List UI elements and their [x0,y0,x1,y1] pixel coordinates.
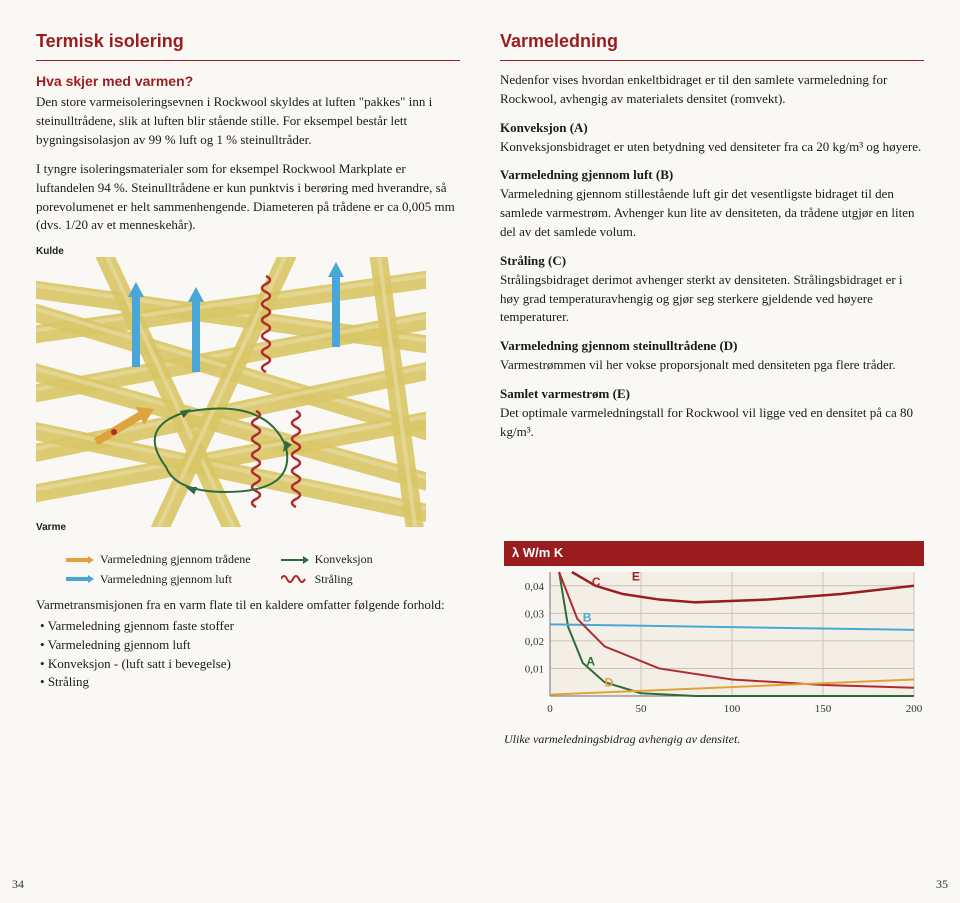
fiber-diagram: Kulde Varme [36,245,426,535]
paragraph: Stråling (C)Strålingsbidraget derimot av… [500,252,924,327]
svg-text:0,01: 0,01 [525,664,544,676]
list-item: Varmeledning gjennom luft [40,636,464,655]
right-column: Varmeledning Nedenfor vises hvordan enke… [500,28,924,535]
sub-title: Hva skjer med varmen? [36,71,460,91]
svg-text:A: A [586,655,595,669]
svg-text:0,02: 0,02 [525,636,544,648]
legend-label: Varmeledning gjennom trådene [100,551,251,568]
svg-text:100: 100 [724,703,741,715]
list-item: Varmeledning gjennom faste stoffer [40,617,464,636]
paragraph: Konveksjon (A)Konveksjonsbidraget er ute… [500,119,924,157]
svg-text:D: D [605,675,614,689]
list-item: Stråling [40,673,464,692]
chart-caption: Ulike varmeledningsbidrag avhengig av de… [504,731,924,748]
rule [36,60,460,61]
chart-title-bar: λ W/m K [504,541,924,566]
arrow-blue-icon [66,575,94,583]
diagram-legend: Varmeledning gjennom trådene Varmelednin… [66,551,464,588]
label-varme: Varme [36,521,66,536]
lambda-chart: λ W/m K 0,04 0,03 0,02 0,01 0 50 100 150 200 A B C D… [504,541,924,748]
svg-text:0,04: 0,04 [525,581,545,593]
list-item: Konveksjon - (luft satt i bevegelse) [40,655,464,674]
bullet-list: Varmeledning gjennom faste stofferVarmel… [36,617,464,692]
paragraph: Varmeledning gjennom luft (B)Varmelednin… [500,166,924,241]
page-number-left: 34 [12,876,24,893]
wave-red-icon [281,573,309,585]
intro-paragraph: Nedenfor vises hvordan enkeltbidraget er… [500,71,924,109]
svg-text:150: 150 [815,703,832,715]
arrow-orange-icon [66,556,94,564]
paragraph: Varmeledning gjennom steinulltrådene (D)… [500,337,924,375]
legend-label: Stråling [315,571,353,588]
legend-label: Konveksjon [315,551,373,568]
arrow-green-icon [281,556,309,564]
svg-text:200: 200 [906,703,923,715]
svg-text:0,03: 0,03 [525,608,545,620]
svg-text:B: B [583,611,592,625]
right-title: Varmeledning [500,28,924,54]
paragraph: I tyngre isoleringsmaterialer som for ek… [36,160,460,235]
legend-item: Varmeledning gjennom trådene [66,551,251,568]
legend-item: Konveksjon [281,551,373,568]
legend-item: Stråling [281,571,373,588]
main-title: Termisk isolering [36,28,460,54]
legend-label: Varmeledning gjennom luft [100,571,232,588]
rule [500,60,924,61]
legend-item: Varmeledning gjennom luft [66,571,251,588]
bottom-intro: Varmetransmisjonen fra en varm flate til… [36,596,464,615]
paragraph: Den store varmeisoleringsevnen i Rockwoo… [36,93,460,150]
paragraph: Samlet varmestrøm (E)Det optimale varmel… [500,385,924,442]
page-number-right: 35 [936,876,948,893]
svg-text:E: E [632,569,640,583]
svg-text:50: 50 [636,703,648,715]
svg-text:C: C [592,575,601,589]
bottom-left: Varmeledning gjennom trådene Varmelednin… [36,541,464,692]
left-column: Termisk isolering Hva skjer med varmen? … [36,28,460,535]
svg-text:0: 0 [547,703,553,715]
